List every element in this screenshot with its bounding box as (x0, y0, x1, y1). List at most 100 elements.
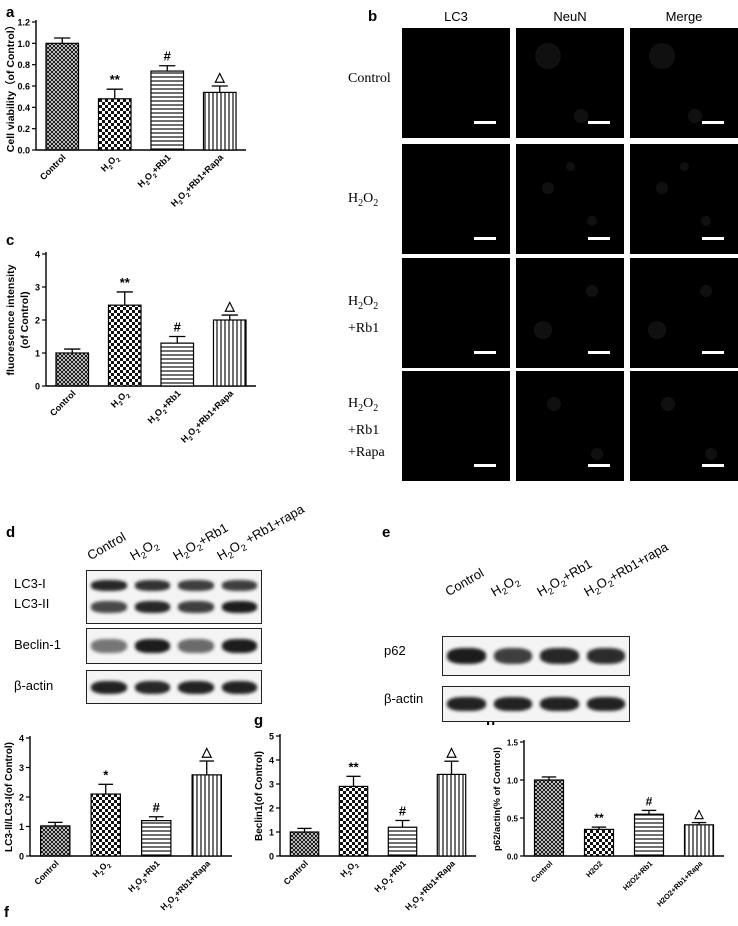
x-tick-label: Control (281, 858, 309, 886)
x-tick-label: H2O2+Rb1+Rapa (655, 858, 705, 908)
microscopy-image (516, 144, 624, 254)
cell-spot (534, 320, 552, 339)
blot-lane-label: H2O2 (487, 574, 523, 600)
y-tick-label: 1.5 (507, 739, 519, 748)
panel-letter-a: a (6, 4, 15, 21)
y-axis-label: p62/actin(% of Control) (492, 747, 503, 851)
chart-beclin1: 0 1 2 3 4 5 Beclin1(of Control) Control ** H2O2 # H… (254, 732, 476, 914)
y-tick-label: 3 (19, 763, 24, 773)
chart-fluorescence-intensity: 0 1 2 3 4 fluorescence intensity (of Control) C… (5, 250, 256, 445)
blot-row-label: p62 (384, 643, 406, 658)
significance-mark: △ (446, 744, 458, 759)
cell-spot (660, 397, 675, 411)
y-tick-label: 0.0 (507, 853, 519, 862)
y-tick-label: 0.2 (17, 124, 30, 134)
blot-band (178, 639, 214, 654)
y-tick-label: 0.4 (17, 103, 30, 113)
blot-lane-label: H2O2 (126, 538, 162, 564)
microscopy-image (630, 28, 738, 138)
blot-band (447, 648, 486, 665)
x-tick-label: H2O2 (338, 858, 361, 881)
significance-mark: △ (224, 298, 236, 313)
bar (97, 98, 132, 151)
microscopy-column-label: Merge (665, 9, 703, 24)
y-axis-label: fluorescence intensity (5, 264, 17, 375)
blot-row-label: Beclin-1 (14, 637, 61, 652)
y-tick-label: 2 (19, 793, 24, 803)
bar (45, 42, 80, 151)
blot-band (586, 648, 625, 665)
cell-spot (679, 161, 689, 171)
significance-mark: △ (693, 807, 704, 821)
significance-mark: ** (110, 72, 121, 87)
microscopy-image (402, 28, 510, 138)
significance-mark: # (164, 49, 172, 64)
significance-mark: ** (348, 759, 359, 774)
cell-spot (585, 285, 598, 297)
bar (107, 304, 142, 387)
y-tick-label: 5 (269, 732, 274, 742)
scale-bar (474, 121, 496, 124)
y-tick-label: 0 (19, 852, 24, 862)
blot-strip (442, 686, 630, 722)
blot-lane-label: Control (442, 565, 487, 599)
microscopy-image (516, 28, 624, 138)
x-tick-label: H2O2+Rb1 (372, 858, 410, 896)
scale-bar (588, 121, 610, 124)
microscopy-image (630, 371, 738, 481)
cell-spot (535, 42, 562, 69)
y-tick-label: 1 (35, 349, 40, 359)
microscopy-image (402, 371, 510, 481)
scale-bar (702, 121, 724, 124)
blot-band (540, 697, 579, 712)
y-tick-label: 4 (35, 250, 40, 260)
scale-bar (588, 237, 610, 240)
bar (633, 813, 665, 857)
blot-lane-label: Control (84, 529, 129, 563)
microscopy-column-label: LC3 (444, 9, 468, 24)
y-tick-label: 1 (19, 822, 24, 832)
blot-band (178, 680, 214, 695)
y-tick-label: 2 (35, 316, 40, 326)
blot-band (134, 601, 170, 613)
blot-band (134, 580, 170, 591)
blot-band (91, 639, 127, 654)
x-tick-label: H2O2+Rb1 (126, 858, 164, 896)
blot-band (91, 601, 127, 613)
bar (289, 831, 320, 857)
chart-lc3-ratio: 0 1 2 3 4 LC3-II/LC3-I(of Control) Control * H2O… (4, 734, 232, 912)
bar (533, 779, 565, 857)
x-tick-label: H2O2+Rb1 (146, 388, 185, 427)
blot-band (178, 601, 214, 613)
microscopy-image (402, 144, 510, 254)
panel-letter-b: b (368, 8, 378, 25)
blot-band (134, 639, 170, 654)
x-tick-label: H2O2 (109, 388, 133, 412)
x-tick-label: H2O2+Rb1+Rapa (403, 858, 459, 914)
microscopy-row-label: H2O2 +Rb1 (348, 294, 380, 336)
blot-band (91, 680, 127, 695)
x-tick-label: H2O2 (90, 858, 113, 881)
bar (90, 793, 121, 857)
y-tick-label: 0.5 (507, 815, 519, 824)
bar (387, 826, 418, 857)
scale-bar (474, 237, 496, 240)
blot-band (221, 680, 257, 695)
x-tick-label: H2O2 (584, 859, 604, 879)
scale-bar (702, 351, 724, 354)
cell-spot (565, 161, 575, 171)
blot-band (221, 601, 257, 613)
microscopy-image (402, 258, 510, 368)
blot-strip (86, 628, 262, 664)
blot-band (221, 639, 257, 654)
significance-mark: ** (120, 275, 131, 290)
cell-spot (687, 109, 702, 123)
panel-letter-g: g (254, 712, 264, 729)
x-tick-label: Control (38, 152, 68, 182)
microscopy-row-label: Control (348, 71, 391, 86)
panel-letter-c: c (6, 232, 15, 249)
blot-strip (86, 670, 262, 704)
y-tick-label: 0.6 (17, 82, 30, 92)
x-tick-label: H2O2 (99, 152, 123, 176)
